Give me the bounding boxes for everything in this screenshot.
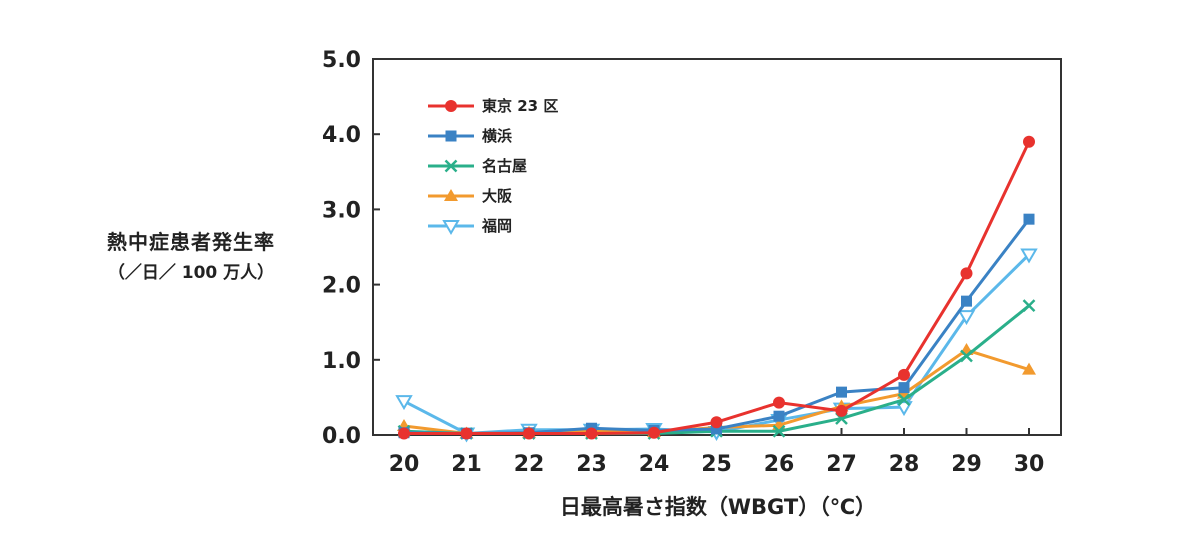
legend-label: 大阪 bbox=[482, 187, 513, 205]
legend-label: 名古屋 bbox=[482, 157, 527, 175]
data-point bbox=[648, 426, 660, 439]
x-axis: 20 21 22 23 24 25 26 27 28 29 30 bbox=[389, 428, 1045, 477]
x-tick-label: 29 bbox=[951, 452, 982, 477]
data-point bbox=[895, 401, 913, 417]
data-point bbox=[898, 368, 910, 381]
x-tick-label: 27 bbox=[826, 452, 857, 477]
data-point bbox=[395, 395, 413, 411]
legend-label: 東京 23 区 bbox=[482, 97, 558, 115]
y-tick-label: 4.0 bbox=[322, 123, 361, 148]
legend-item: 大阪 bbox=[428, 187, 513, 205]
data-point bbox=[961, 295, 972, 307]
x-tick-label: 28 bbox=[889, 452, 920, 477]
data-point bbox=[710, 416, 723, 429]
data-point bbox=[897, 393, 911, 407]
y-axis-title: 熱中症患者発生率 bbox=[107, 230, 275, 254]
x-tick-label: 24 bbox=[639, 452, 670, 477]
data-point bbox=[773, 396, 785, 409]
plot-frame bbox=[372, 58, 1062, 436]
x-tick-label: 30 bbox=[1014, 452, 1045, 477]
legend-swatch-marker bbox=[445, 100, 457, 112]
x-marker-stroke bbox=[897, 393, 911, 407]
x-tick-label: 25 bbox=[701, 452, 732, 477]
legend-item: 名古屋 bbox=[428, 157, 527, 175]
y-axis: 0.0 1.0 2.0 3.0 4.0 5.0 bbox=[322, 48, 380, 449]
data-point bbox=[960, 349, 973, 363]
y-tick-label: 1.0 bbox=[322, 349, 361, 374]
series-triangle-down bbox=[395, 248, 1038, 443]
x-marker-stroke bbox=[444, 159, 458, 173]
y-axis-unit: （／日／ 100 万人） bbox=[107, 263, 275, 283]
legend-label: 横浜 bbox=[482, 127, 512, 145]
data-point bbox=[957, 310, 976, 326]
x-marker-stroke bbox=[1022, 299, 1036, 313]
legend-swatch-marker bbox=[444, 159, 458, 173]
data-point bbox=[898, 382, 910, 394]
x-axis-title: 日最高暑さ指数（WBGT）（℃） bbox=[560, 495, 876, 519]
data-point bbox=[523, 427, 535, 440]
data-point bbox=[772, 424, 786, 438]
series-circle bbox=[398, 135, 1035, 440]
y-tick-label: 2.0 bbox=[322, 274, 361, 299]
data-point bbox=[711, 423, 722, 435]
legend-item: 福岡 bbox=[428, 217, 512, 235]
series-line bbox=[404, 141, 1031, 435]
data-point bbox=[1020, 248, 1038, 264]
data-point bbox=[960, 267, 973, 280]
legend-swatch-marker bbox=[444, 189, 458, 201]
x-tick-label: 21 bbox=[451, 452, 482, 477]
data-point bbox=[1023, 213, 1035, 225]
y-tick-label: 3.0 bbox=[322, 198, 361, 223]
x-tick-label: 23 bbox=[576, 452, 607, 477]
x-tick-label: 22 bbox=[514, 452, 545, 477]
legend-swatch-marker bbox=[442, 220, 460, 235]
y-tick-label: 0.0 bbox=[322, 424, 361, 449]
data-point bbox=[1022, 299, 1036, 313]
series-square bbox=[398, 213, 1035, 439]
data-point bbox=[773, 410, 785, 422]
data-point bbox=[585, 427, 598, 440]
data-point bbox=[835, 404, 848, 417]
legend-item: 東京 23 区 bbox=[428, 97, 558, 115]
data-point bbox=[1023, 135, 1035, 148]
legend-swatch-marker bbox=[445, 130, 457, 142]
series-layer bbox=[395, 135, 1038, 443]
y-tick-label: 5.0 bbox=[322, 48, 361, 73]
x-tick-label: 26 bbox=[764, 452, 795, 477]
legend-label: 福岡 bbox=[481, 217, 512, 235]
data-point bbox=[836, 386, 847, 398]
legend-item: 横浜 bbox=[428, 127, 512, 145]
x-tick-label: 20 bbox=[389, 452, 420, 477]
data-point bbox=[398, 427, 410, 440]
x-marker-stroke bbox=[960, 349, 973, 363]
x-marker-stroke bbox=[772, 424, 786, 438]
data-point bbox=[460, 427, 473, 440]
data-point bbox=[1022, 362, 1036, 375]
